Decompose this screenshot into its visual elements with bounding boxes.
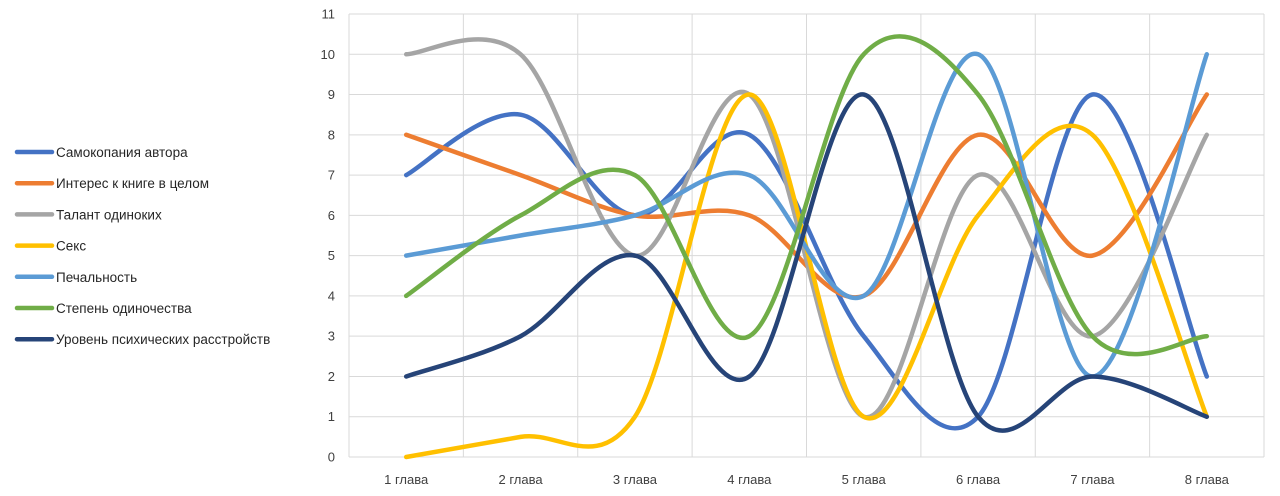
y-tick-label: 6 — [328, 208, 335, 223]
x-tick-label: 2 глава — [499, 472, 544, 487]
legend-item: Уровень психических расстройств — [14, 332, 270, 347]
y-tick-label: 8 — [328, 127, 335, 142]
y-tick-label: 0 — [328, 450, 335, 465]
series-line-3 — [403, 37, 1210, 420]
x-tick-label: 7 глава — [1070, 472, 1115, 487]
legend-label: Секс — [56, 239, 86, 254]
legend-item: Печальность — [14, 270, 137, 285]
legend-label: Талант одиноких — [56, 207, 162, 222]
series-line-1 — [403, 92, 1210, 431]
legend-label: Уровень психических расстройств — [56, 332, 270, 347]
x-tick-label: 6 глава — [956, 472, 1001, 487]
series-line-4 — [403, 92, 1210, 460]
x-tick-label: 1 глава — [384, 472, 429, 487]
y-tick-label: 3 — [328, 329, 335, 344]
legend-label: Печальность — [56, 270, 137, 285]
x-tick-label: 4 глава — [727, 472, 772, 487]
legend-label: Самокопания автора — [56, 145, 188, 160]
y-tick-label: 7 — [328, 168, 335, 183]
y-tick-label: 11 — [322, 7, 336, 22]
series-line-7 — [403, 92, 1210, 433]
legend-item: Интерес к книге в целом — [14, 176, 209, 191]
series-line-6 — [403, 34, 1210, 357]
x-tick-label: 8 глава — [1185, 472, 1230, 487]
x-tick-label: 5 глава — [842, 472, 887, 487]
y-tick-label: 10 — [321, 47, 335, 62]
y-tick-label: 4 — [328, 288, 335, 303]
legend-item: Самокопания автора — [14, 145, 188, 160]
legend-item: Секс — [14, 239, 86, 254]
x-axis: 1 глава 2 глава 3 глава 4 глава 5 глава 6 гла… — [384, 472, 1229, 487]
legend-item: Степень одиночества — [14, 301, 192, 316]
legend-item: Талант одиноких — [14, 207, 162, 222]
legend: Самокопания автора Интерес к книге в цело… — [14, 145, 270, 347]
legend-label: Интерес к книге в целом — [56, 176, 209, 191]
y-tick-label: 5 — [328, 248, 335, 263]
y-axis: 0 1 2 3 4 5 6 7 8 9 10 11 — [321, 7, 335, 465]
legend-label: Степень одиночества — [56, 301, 192, 316]
y-tick-label: 9 — [328, 87, 335, 102]
y-tick-label: 1 — [328, 409, 335, 424]
y-tick-label: 2 — [328, 369, 335, 384]
x-tick-label: 3 глава — [613, 472, 658, 487]
series-lines — [403, 34, 1210, 460]
